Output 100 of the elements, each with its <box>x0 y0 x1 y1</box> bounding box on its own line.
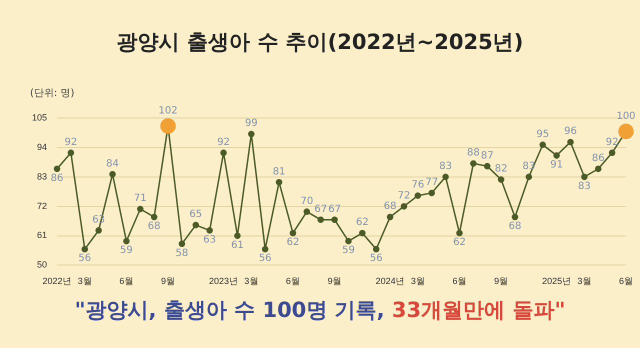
point <box>54 166 60 172</box>
x-tick-label: 3월 <box>244 276 258 286</box>
point <box>109 170 116 178</box>
point <box>262 246 268 252</box>
point <box>290 230 296 236</box>
x-tick-label: 6월 <box>452 276 466 286</box>
point <box>608 150 616 156</box>
data-label: 67 <box>314 204 328 215</box>
data-label: 71 <box>134 193 147 204</box>
point <box>359 230 366 236</box>
data-label: 77 <box>425 177 438 188</box>
point <box>248 130 255 138</box>
data-label: 92 <box>217 136 230 148</box>
data-label: 87 <box>480 150 494 162</box>
x-tick-label: 2024년 <box>376 276 405 286</box>
x-tick-label: 3월 <box>78 276 92 286</box>
data-label: 99 <box>244 118 258 130</box>
point <box>428 190 435 196</box>
data-label: 68 <box>508 221 522 232</box>
data-label: 83 <box>439 160 452 172</box>
y-tick-label: 83 <box>37 171 48 182</box>
data-label: 68 <box>384 201 396 212</box>
point <box>372 246 380 252</box>
data-label: 100 <box>616 110 636 122</box>
x-tick-label: 9월 <box>494 276 508 286</box>
data-label: 56 <box>258 253 272 264</box>
data-label: 86 <box>50 172 64 184</box>
point <box>68 150 74 156</box>
data-label: 83 <box>578 180 591 192</box>
text: (단위: 명) <box>30 87 74 100</box>
data-label: 67 <box>328 204 341 215</box>
x-tick-label: 2022년 <box>42 276 72 286</box>
point <box>345 238 352 244</box>
point <box>386 214 394 220</box>
x-tick-label: 2023년 <box>209 276 238 286</box>
point <box>150 214 158 220</box>
point <box>331 216 338 223</box>
data-label: 102 <box>158 106 178 117</box>
data-label: 62 <box>286 237 300 248</box>
x-tick-label: 6월 <box>286 276 300 286</box>
point <box>512 214 518 220</box>
text: "광양시, 출생아 수 100명 기록, <box>74 298 386 322</box>
point <box>581 174 588 180</box>
point <box>539 142 546 148</box>
data-label: 63 <box>203 234 216 246</box>
point <box>304 208 310 215</box>
data-label: 81 <box>272 166 286 178</box>
x-tick-label: 6월 <box>618 276 634 286</box>
point <box>123 238 130 244</box>
data-label: 92 <box>606 136 618 148</box>
point <box>234 232 241 240</box>
point <box>414 192 422 199</box>
y-tick-label: 72 <box>37 200 48 211</box>
point <box>276 178 282 186</box>
point <box>484 162 490 170</box>
point <box>456 230 463 236</box>
data-label: 82 <box>494 164 508 175</box>
y-tick-label: 94 <box>37 142 48 152</box>
data-label: 62 <box>356 217 369 228</box>
x-tick-label: 3월 <box>410 276 425 286</box>
point <box>470 160 477 167</box>
data-label: 86 <box>592 152 605 164</box>
data-label: 70 <box>300 196 314 207</box>
data-label: 68 <box>148 221 161 232</box>
text: 33개월만에 돌파" <box>392 298 566 322</box>
point <box>82 246 88 252</box>
x-tick-label: 6월 <box>119 276 134 286</box>
y-tick-label: 50 <box>37 260 48 270</box>
data-label: 62 <box>453 237 466 248</box>
data-label: 76 <box>411 180 424 191</box>
x-tick-label: 3월 <box>577 276 592 286</box>
point <box>137 206 144 212</box>
data-label: 96 <box>564 126 577 138</box>
data-label: 59 <box>342 245 355 256</box>
data-label: 92 <box>64 136 78 148</box>
point <box>220 150 227 156</box>
point <box>526 174 532 180</box>
point <box>178 240 186 248</box>
data-label: 65 <box>189 209 202 220</box>
point <box>567 138 574 146</box>
chart-title: 광양시 출생아 수 추이(2022년~2025년) <box>116 29 524 56</box>
x-tick-label: 9월 <box>161 276 176 286</box>
point <box>317 216 324 223</box>
x-tick-label: 2025년 <box>542 276 572 286</box>
y-tick-label: 105 <box>32 112 48 122</box>
data-label: 84 <box>106 158 119 170</box>
data-label: 56 <box>370 253 383 264</box>
point <box>498 176 504 183</box>
data-label: 95 <box>536 128 550 140</box>
point <box>400 203 408 210</box>
point <box>206 227 213 234</box>
data-label: 61 <box>231 240 244 251</box>
data-label: 59 <box>120 245 133 256</box>
point <box>95 227 102 234</box>
y-tick-label: 61 <box>37 230 48 240</box>
point <box>442 174 449 180</box>
data-label: 91 <box>550 160 563 171</box>
data-label: 58 <box>176 248 188 259</box>
point <box>594 166 602 172</box>
data-label: 56 <box>78 253 92 264</box>
